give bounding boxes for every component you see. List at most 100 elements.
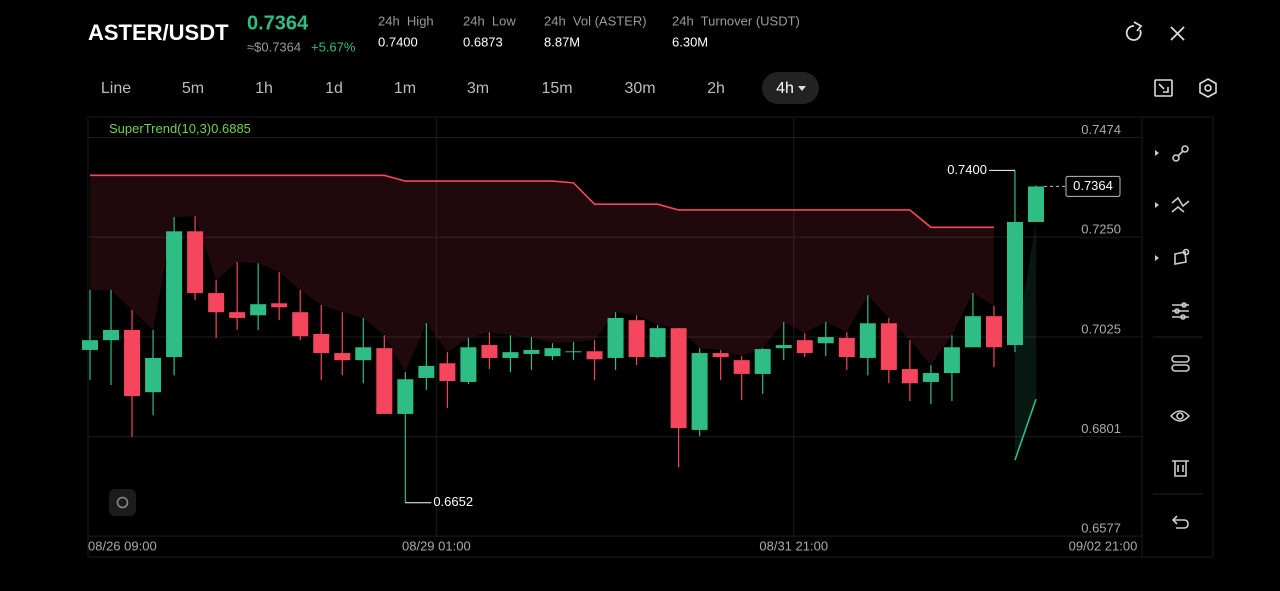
template-tool[interactable] (1171, 355, 1190, 372)
delete-tool[interactable] (1172, 460, 1189, 477)
close-icon[interactable] (1170, 26, 1185, 41)
stat-value: 6.30M (672, 34, 708, 49)
high-label: 0.7400 (947, 162, 987, 177)
candle-body (733, 360, 750, 374)
timeframe-tab[interactable]: 1h (255, 80, 273, 97)
candle-body (103, 329, 120, 341)
candle-body (880, 323, 897, 370)
last-price-label: 0.7364 (1073, 178, 1113, 193)
candle-body (775, 345, 792, 349)
timeframe-tab[interactable]: Line (101, 80, 131, 97)
candle-body (481, 345, 498, 358)
timeframe-tab[interactable]: 1m (394, 80, 416, 97)
x-tick-label: 08/29 01:00 (402, 538, 471, 553)
trend-tool[interactable] (1171, 196, 1190, 213)
y-tick-label: 0.6801 (1081, 421, 1121, 436)
candle-body (229, 312, 246, 318)
candle-body (901, 369, 918, 384)
candle-body (649, 328, 666, 358)
y-tick-label: 0.7250 (1081, 222, 1121, 237)
refresh-icon[interactable] (1125, 21, 1143, 41)
timeframe-tab[interactable]: 30m (624, 80, 655, 97)
y-tick-label: 0.7025 (1081, 321, 1121, 336)
dropdown-caret[interactable] (798, 86, 806, 91)
candle-body (187, 231, 204, 294)
stat-label: 24h Turnover (USDT) (672, 13, 800, 28)
candle-body (1006, 221, 1023, 346)
price: 0.7364 (247, 12, 309, 34)
candle-body (670, 328, 687, 429)
candle-body (397, 379, 414, 414)
x-tick-label: 08/31 21:00 (759, 538, 828, 553)
candle-body (460, 347, 477, 382)
candle-body (607, 317, 624, 358)
fullscreen-icon[interactable] (1154, 79, 1173, 97)
timeframe-tab[interactable]: 15m (541, 80, 572, 97)
candle-body (376, 348, 393, 414)
candle-body (586, 351, 603, 360)
legend-value: 0.6885 (211, 121, 251, 136)
indicator-legend: SuperTrend(10,3)0.6885 (109, 121, 251, 136)
candle-body (628, 320, 645, 358)
candle-body (418, 365, 435, 378)
candle-body (964, 316, 981, 348)
expand-arrows[interactable] (1155, 150, 1159, 261)
stat-label: 24h High (378, 13, 434, 28)
supertrend-line (90, 174, 994, 229)
candle-body (712, 353, 729, 358)
candle-body (565, 351, 582, 353)
stat-label: 24h Vol (ASTER) (544, 13, 647, 28)
candle-body (943, 347, 960, 374)
draw-line-tool[interactable] (1172, 145, 1189, 162)
candle-body (82, 340, 98, 350)
candle-body (439, 363, 456, 382)
price-usd: ≈$0.7364 (247, 39, 301, 54)
candle-body (250, 304, 267, 316)
candle-body (922, 373, 939, 382)
undo-tool[interactable] (1171, 515, 1189, 529)
timeframe-tab[interactable]: 1d (325, 80, 343, 97)
candle-body (124, 329, 141, 397)
settings-icon[interactable] (1199, 78, 1217, 98)
active-pill (762, 72, 819, 104)
candle-body (859, 323, 876, 358)
low-label: 0.6652 (433, 494, 473, 509)
candle-body (292, 312, 309, 337)
stat-value: 0.6873 (463, 34, 503, 49)
candle-body (985, 316, 1002, 348)
supertrend-line (1014, 398, 1037, 461)
visibility-tool[interactable] (1169, 410, 1191, 422)
y-tick-label: 0.7474 (1081, 122, 1121, 137)
timeframe-tab[interactable]: 5m (182, 80, 204, 97)
candle-body (1028, 186, 1044, 222)
candle-body (796, 340, 813, 354)
last-price-box (1065, 175, 1121, 197)
candle-body (544, 348, 561, 357)
change: +5.67% (311, 39, 356, 54)
candle-body (145, 357, 162, 393)
candle-body (817, 337, 834, 344)
candle-body (355, 347, 372, 361)
stat-label: 24h Low (463, 13, 516, 28)
candle-body (838, 337, 855, 358)
indicator-tool[interactable] (1172, 302, 1189, 320)
candle-body (271, 303, 288, 308)
candle-body (334, 353, 351, 361)
candle-body (523, 349, 540, 354)
candle-body (502, 352, 519, 358)
timeframe-tab[interactable]: 3m (467, 80, 489, 97)
shape-tool[interactable] (1174, 248, 1190, 265)
watermark-button[interactable] (109, 489, 136, 516)
stat-value: 0.7400 (378, 34, 418, 49)
x-tick-label: 08/26 09:00 (88, 538, 157, 553)
timeframe-tab[interactable]: 2h (707, 80, 725, 97)
legend-name: SuperTrend(10,3) (109, 121, 211, 136)
trend-fill (1014, 221, 1036, 461)
candle-body (691, 353, 708, 430)
trend-fill (90, 175, 994, 373)
y-tick-label: 0.6577 (1081, 521, 1121, 536)
timeframe-tab[interactable]: 4h (776, 80, 794, 97)
candle-body (754, 349, 771, 374)
candle-body (208, 293, 225, 313)
